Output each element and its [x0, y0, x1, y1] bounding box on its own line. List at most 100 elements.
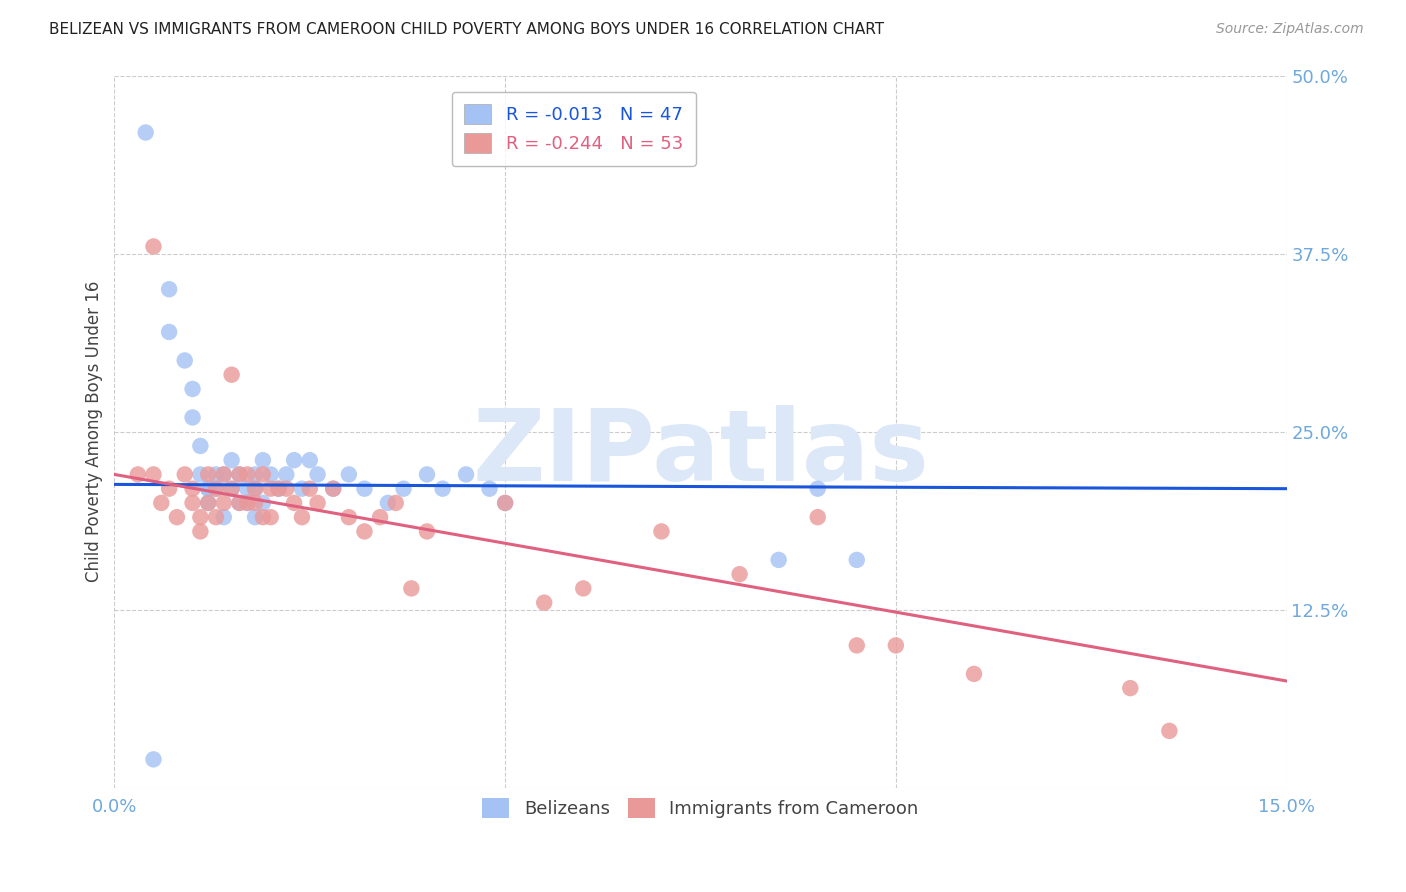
Point — [252, 510, 274, 524]
Text: BELIZEAN VS IMMIGRANTS FROM CAMEROON CHILD POVERTY AMONG BOYS UNDER 16 CORRELATI: BELIZEAN VS IMMIGRANTS FROM CAMEROON CHI… — [49, 22, 884, 37]
Point — [221, 482, 243, 496]
Point — [157, 482, 180, 496]
Point — [291, 510, 314, 524]
Point — [212, 496, 235, 510]
Point — [205, 467, 228, 482]
Legend: Belizeans, Immigrants from Cameroon: Belizeans, Immigrants from Cameroon — [475, 791, 927, 825]
Point — [494, 496, 516, 510]
Point — [267, 482, 290, 496]
Point — [142, 752, 165, 766]
Point — [291, 482, 314, 496]
Point — [173, 467, 195, 482]
Point — [298, 482, 321, 496]
Point — [252, 453, 274, 467]
Point — [205, 482, 228, 496]
Point — [212, 467, 235, 482]
Point — [243, 510, 266, 524]
Point — [236, 496, 259, 510]
Point — [416, 467, 439, 482]
Point — [1119, 681, 1142, 695]
Point — [728, 567, 751, 582]
Point — [377, 496, 399, 510]
Point — [845, 553, 868, 567]
Point — [142, 239, 165, 253]
Point — [243, 482, 266, 496]
Text: ZIPatlas: ZIPatlas — [472, 405, 929, 501]
Point — [181, 496, 204, 510]
Point — [157, 282, 180, 296]
Point — [181, 482, 204, 496]
Point — [236, 467, 259, 482]
Point — [190, 439, 212, 453]
Point — [416, 524, 439, 539]
Point — [432, 482, 454, 496]
Point — [252, 467, 274, 482]
Point — [307, 496, 329, 510]
Point — [142, 467, 165, 482]
Point — [236, 482, 259, 496]
Point — [228, 496, 250, 510]
Point — [533, 596, 555, 610]
Point — [384, 496, 406, 510]
Point — [494, 496, 516, 510]
Point — [157, 325, 180, 339]
Point — [1159, 723, 1181, 738]
Point — [353, 482, 375, 496]
Point — [807, 510, 830, 524]
Point — [650, 524, 672, 539]
Point — [478, 482, 501, 496]
Point — [212, 510, 235, 524]
Point — [307, 467, 329, 482]
Point — [228, 467, 250, 482]
Point — [212, 467, 235, 482]
Point — [166, 510, 188, 524]
Point — [276, 482, 298, 496]
Point — [221, 453, 243, 467]
Point — [845, 639, 868, 653]
Point — [190, 524, 212, 539]
Y-axis label: Child Poverty Among Boys Under 16: Child Poverty Among Boys Under 16 — [86, 281, 103, 582]
Point — [337, 467, 360, 482]
Point — [197, 496, 219, 510]
Point — [807, 482, 830, 496]
Point — [252, 496, 274, 510]
Point — [150, 496, 173, 510]
Point — [127, 467, 149, 482]
Text: Source: ZipAtlas.com: Source: ZipAtlas.com — [1216, 22, 1364, 37]
Point — [205, 510, 228, 524]
Point — [181, 382, 204, 396]
Point — [768, 553, 790, 567]
Point — [337, 510, 360, 524]
Point — [322, 482, 344, 496]
Point — [228, 496, 250, 510]
Point — [283, 453, 305, 467]
Point — [572, 582, 595, 596]
Point — [173, 353, 195, 368]
Point — [197, 482, 219, 496]
Point — [243, 467, 266, 482]
Point — [243, 482, 266, 496]
Point — [221, 368, 243, 382]
Point — [197, 496, 219, 510]
Point — [205, 482, 228, 496]
Point — [228, 467, 250, 482]
Point — [135, 126, 157, 140]
Point — [884, 639, 907, 653]
Point — [243, 496, 266, 510]
Point — [368, 510, 391, 524]
Point — [260, 510, 283, 524]
Point — [298, 453, 321, 467]
Point — [260, 482, 283, 496]
Point — [190, 510, 212, 524]
Point — [236, 496, 259, 510]
Point — [260, 467, 283, 482]
Point — [197, 467, 219, 482]
Point — [283, 496, 305, 510]
Point — [353, 524, 375, 539]
Point — [454, 467, 477, 482]
Point — [401, 582, 423, 596]
Point — [197, 482, 219, 496]
Point — [322, 482, 344, 496]
Point — [190, 467, 212, 482]
Point — [181, 410, 204, 425]
